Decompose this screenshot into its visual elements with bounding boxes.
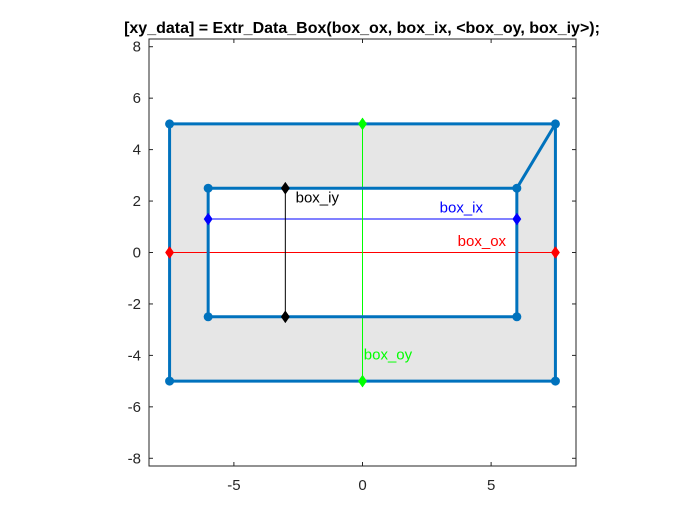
y-tick-label: -2 — [128, 296, 141, 313]
diamond-point-box-ox — [165, 246, 175, 259]
data-point-inner-box — [512, 183, 522, 193]
y-tick-label: 8 — [133, 39, 141, 56]
annotation-box-iy: box_iy — [296, 189, 340, 206]
y-tick-label: 6 — [133, 90, 141, 107]
diamond-point-box-ix — [203, 212, 213, 226]
data-point-outer-box — [165, 119, 175, 129]
diamond-point-box-ix — [512, 212, 522, 226]
diamond-point-box-iy — [280, 181, 290, 195]
data-point-inner-box — [512, 312, 522, 322]
series-line-connector — [515, 123, 557, 189]
annotation-box-ix: box_ix — [440, 200, 484, 217]
y-tick-label: -4 — [128, 347, 141, 364]
data-point-inner-box — [203, 183, 213, 193]
annotation-box-oy: box_oy — [364, 346, 413, 363]
diamond-point-box-oy — [357, 374, 368, 388]
chart-title: [xy_data] = Extr_Data_Box(box_ox, box_ix… — [124, 20, 600, 37]
y-tick-label: -8 — [128, 450, 141, 467]
data-point-outer-box — [550, 376, 560, 386]
diamond-point-box-oy — [357, 117, 368, 131]
annotations-layer: box_iy box_ix box_ox box_oy — [296, 189, 507, 363]
markers-layer — [165, 117, 560, 388]
annotation-box-ox: box_ox — [458, 233, 507, 250]
x-tick-label: 0 — [358, 477, 366, 494]
diamond-point-box-iy — [280, 310, 290, 324]
y-tick-label: 4 — [133, 142, 141, 159]
data-point-inner-box — [203, 312, 213, 322]
data-point-outer-box — [165, 376, 175, 386]
data-point-outer-box — [550, 119, 560, 129]
x-tick-label: -5 — [227, 477, 240, 494]
y-tick-label: -6 — [128, 399, 141, 416]
diamond-point-box-ox — [550, 246, 560, 259]
y-tick-label: 2 — [133, 193, 141, 210]
ticks-layer: -5 0 5 -8 -6 -4 -2 0 2 4 6 8 — [128, 39, 576, 494]
x-tick-label: 5 — [487, 477, 495, 494]
y-tick-label: 0 — [133, 245, 141, 262]
